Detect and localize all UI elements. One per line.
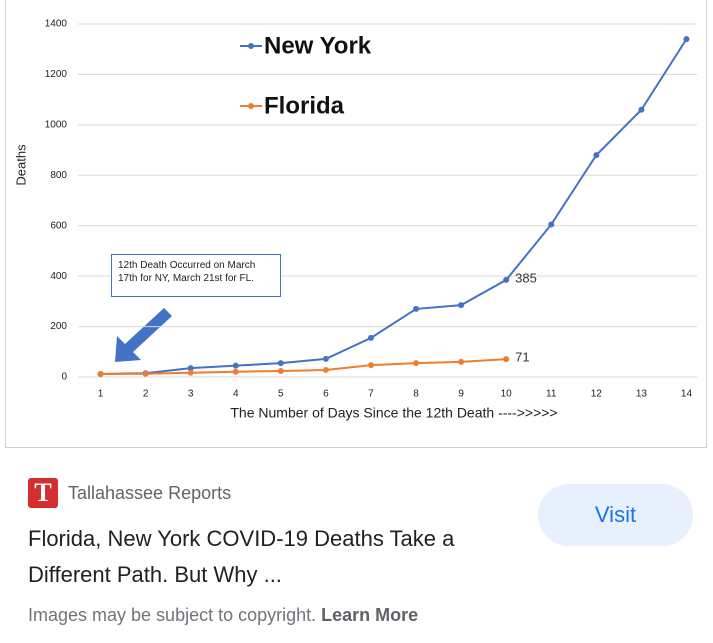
- x-tick-label: 6: [323, 389, 329, 400]
- data-label: 385: [515, 270, 537, 285]
- data-point: [322, 355, 329, 362]
- data-point: [503, 276, 510, 283]
- arrow: [115, 308, 172, 362]
- learn-more-link[interactable]: Learn More: [321, 605, 419, 625]
- y-tick-label: 1200: [45, 69, 68, 80]
- series-line: [100, 38, 688, 375]
- data-point: [683, 36, 690, 43]
- x-tick-label: 8: [413, 389, 419, 400]
- series-line: [100, 358, 507, 375]
- copyright-notice: Images may be subject to copyright. Lear…: [28, 605, 418, 626]
- data-point: [232, 362, 239, 369]
- data-point: [367, 362, 374, 369]
- headline[interactable]: Florida, New York COVID-19 Deaths Take a…: [28, 526, 455, 587]
- y-tick-label: 800: [50, 170, 67, 181]
- x-tick-label: 3: [188, 389, 194, 400]
- data-point: [638, 106, 645, 113]
- data-point: [277, 367, 284, 374]
- visit-button[interactable]: Visit: [538, 484, 693, 546]
- x-tick-label: 14: [681, 389, 693, 400]
- data-point: [187, 365, 194, 372]
- image-frame: [5, 0, 707, 448]
- data-point: [367, 334, 374, 341]
- x-tick-label: 10: [501, 389, 513, 400]
- data-point: [187, 369, 194, 376]
- y-tick-label: 600: [50, 220, 67, 231]
- legend-marker: [248, 103, 254, 109]
- data-point: [503, 356, 510, 363]
- data-point: [413, 360, 420, 367]
- x-tick-label: 1: [98, 389, 104, 400]
- legend-label: New York: [264, 32, 372, 59]
- y-tick-label: 0: [61, 372, 67, 383]
- annotation: 12th Death Occurred on March 17th for NY…: [111, 254, 281, 297]
- y-tick-label: 1000: [45, 119, 68, 130]
- x-tick-label: 7: [368, 389, 374, 400]
- x-tick-label: 13: [636, 389, 648, 400]
- y-tick-label: 200: [50, 321, 67, 332]
- notice-text: Images may be subject to copyright.: [28, 605, 317, 625]
- data-point: [548, 221, 555, 228]
- x-tick-label: 11: [546, 389, 557, 400]
- data-point: [322, 366, 329, 373]
- x-tick-label: 5: [278, 389, 284, 400]
- y-tick-label: 400: [50, 271, 67, 282]
- x-tick-label: 4: [233, 389, 239, 400]
- y-axis-label: Deaths: [13, 144, 28, 186]
- legend-marker: [248, 43, 254, 49]
- data-point: [593, 152, 600, 159]
- chart: Deaths The Number of Days Since the 12th…: [13, 19, 697, 421]
- legend-label: Florida: [264, 92, 345, 119]
- data-label: 71: [515, 350, 529, 365]
- data-point: [458, 302, 465, 309]
- x-tick-label: 12: [591, 389, 603, 400]
- data-point: [458, 358, 465, 365]
- data-point: [97, 370, 104, 377]
- source-logo: T: [28, 478, 58, 508]
- x-tick-label: 2: [143, 389, 149, 400]
- data-point: [232, 368, 239, 375]
- data-point: [277, 360, 284, 367]
- data-point: [413, 305, 420, 312]
- x-tick-label: 9: [458, 389, 464, 400]
- x-axis-label: The Number of Days Since the 12th Death …: [230, 405, 557, 421]
- y-tick-label: 1400: [45, 19, 68, 30]
- data-point: [142, 370, 149, 377]
- source-name: Tallahassee Reports: [68, 483, 232, 503]
